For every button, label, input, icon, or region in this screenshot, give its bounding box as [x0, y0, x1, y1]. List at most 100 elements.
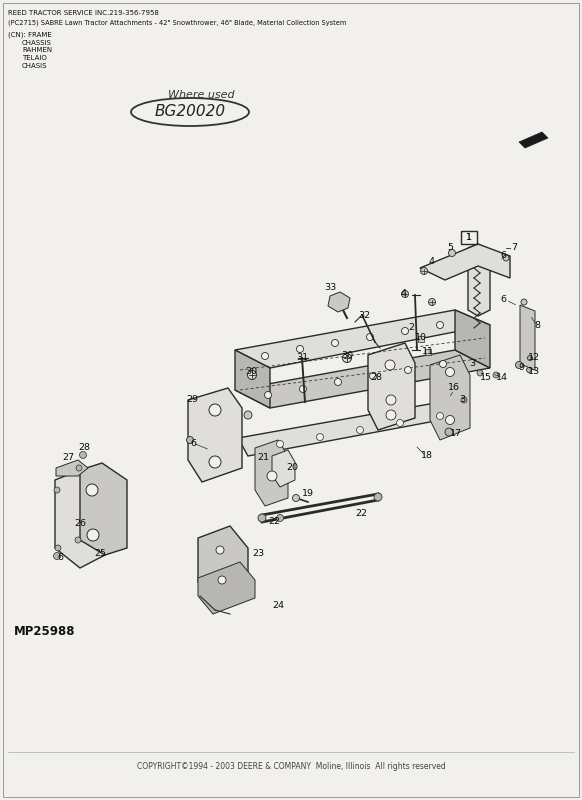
Circle shape — [75, 537, 81, 543]
Circle shape — [264, 391, 271, 398]
Circle shape — [276, 514, 283, 522]
Circle shape — [357, 426, 364, 434]
Circle shape — [386, 410, 396, 420]
Text: 6: 6 — [57, 554, 63, 562]
Circle shape — [54, 487, 60, 493]
Circle shape — [521, 299, 527, 305]
Text: 13: 13 — [528, 366, 540, 375]
Circle shape — [477, 370, 483, 376]
Circle shape — [300, 386, 307, 393]
Circle shape — [296, 346, 303, 353]
Text: 24: 24 — [272, 601, 284, 610]
Text: 1: 1 — [466, 233, 472, 242]
Polygon shape — [238, 400, 462, 456]
Text: CHASIS: CHASIS — [22, 62, 48, 69]
Polygon shape — [430, 355, 470, 440]
Circle shape — [87, 529, 99, 541]
Text: 32: 32 — [358, 311, 370, 321]
Text: 3: 3 — [469, 358, 475, 367]
Circle shape — [503, 255, 509, 261]
Polygon shape — [519, 132, 548, 148]
Circle shape — [261, 353, 268, 359]
Circle shape — [276, 441, 283, 447]
Polygon shape — [520, 305, 535, 370]
Circle shape — [244, 411, 252, 419]
Text: 22: 22 — [355, 509, 367, 518]
Circle shape — [385, 360, 395, 370]
Bar — [418, 336, 424, 342]
Text: 2: 2 — [408, 323, 414, 333]
Polygon shape — [468, 244, 490, 316]
Polygon shape — [255, 440, 288, 506]
Text: 17: 17 — [450, 429, 462, 438]
Text: Where used: Where used — [168, 90, 235, 100]
Text: 1: 1 — [466, 233, 472, 242]
Circle shape — [436, 322, 443, 329]
Circle shape — [332, 339, 339, 346]
Polygon shape — [80, 463, 127, 555]
Circle shape — [267, 471, 277, 481]
Polygon shape — [420, 244, 510, 280]
Circle shape — [445, 415, 455, 425]
Text: 28: 28 — [78, 442, 90, 451]
Text: 20: 20 — [286, 462, 298, 471]
Circle shape — [402, 290, 409, 298]
Text: MP25988: MP25988 — [14, 625, 76, 638]
Text: REED TRACTOR SERVICE INC.219-356-7958: REED TRACTOR SERVICE INC.219-356-7958 — [8, 10, 159, 16]
Circle shape — [436, 413, 443, 419]
Polygon shape — [55, 470, 105, 568]
Text: 26: 26 — [74, 519, 86, 529]
Text: 5: 5 — [447, 243, 453, 253]
Bar — [425, 349, 431, 355]
Text: 14: 14 — [496, 373, 508, 382]
Circle shape — [428, 298, 435, 306]
Polygon shape — [368, 343, 415, 430]
Bar — [461, 231, 477, 244]
Circle shape — [76, 465, 82, 471]
Circle shape — [335, 378, 342, 386]
Text: 11: 11 — [422, 347, 434, 357]
Text: 15: 15 — [480, 373, 492, 382]
Circle shape — [386, 395, 396, 405]
Text: 19: 19 — [302, 489, 314, 498]
Circle shape — [209, 404, 221, 416]
Circle shape — [186, 437, 193, 443]
Circle shape — [247, 370, 257, 379]
Circle shape — [439, 361, 446, 367]
Text: 10: 10 — [415, 334, 427, 342]
Text: 6: 6 — [500, 250, 506, 259]
Circle shape — [445, 367, 455, 377]
Circle shape — [516, 362, 523, 369]
Circle shape — [449, 250, 456, 257]
Circle shape — [374, 493, 382, 501]
Text: BG20020: BG20020 — [154, 105, 226, 119]
Polygon shape — [272, 450, 295, 487]
Text: 8: 8 — [534, 322, 540, 330]
Text: COPYRIGHT©1994 - 2003 DEERE & COMPANY  Moline, Illinois  All rights reserved: COPYRIGHT©1994 - 2003 DEERE & COMPANY Mo… — [137, 762, 445, 771]
Text: 30: 30 — [245, 367, 257, 377]
Polygon shape — [188, 388, 242, 482]
Text: TELAIO: TELAIO — [22, 55, 47, 61]
Circle shape — [216, 546, 224, 554]
Circle shape — [342, 354, 352, 362]
Polygon shape — [198, 562, 255, 614]
Text: 9: 9 — [518, 362, 524, 371]
Polygon shape — [56, 460, 88, 476]
Circle shape — [461, 397, 467, 403]
Text: 4: 4 — [401, 289, 407, 298]
Text: 31: 31 — [296, 354, 308, 362]
Text: 16: 16 — [448, 383, 460, 393]
Polygon shape — [455, 310, 490, 368]
Text: 27: 27 — [62, 454, 74, 462]
Text: 29: 29 — [186, 395, 198, 405]
Text: 30: 30 — [341, 351, 353, 361]
Text: 21: 21 — [257, 453, 269, 462]
Text: 6: 6 — [190, 438, 196, 447]
Circle shape — [445, 428, 453, 436]
Text: 6: 6 — [500, 295, 506, 305]
Text: 7: 7 — [511, 243, 517, 253]
Circle shape — [209, 456, 221, 468]
Circle shape — [421, 267, 428, 274]
Circle shape — [293, 494, 300, 502]
Text: 23: 23 — [252, 550, 264, 558]
